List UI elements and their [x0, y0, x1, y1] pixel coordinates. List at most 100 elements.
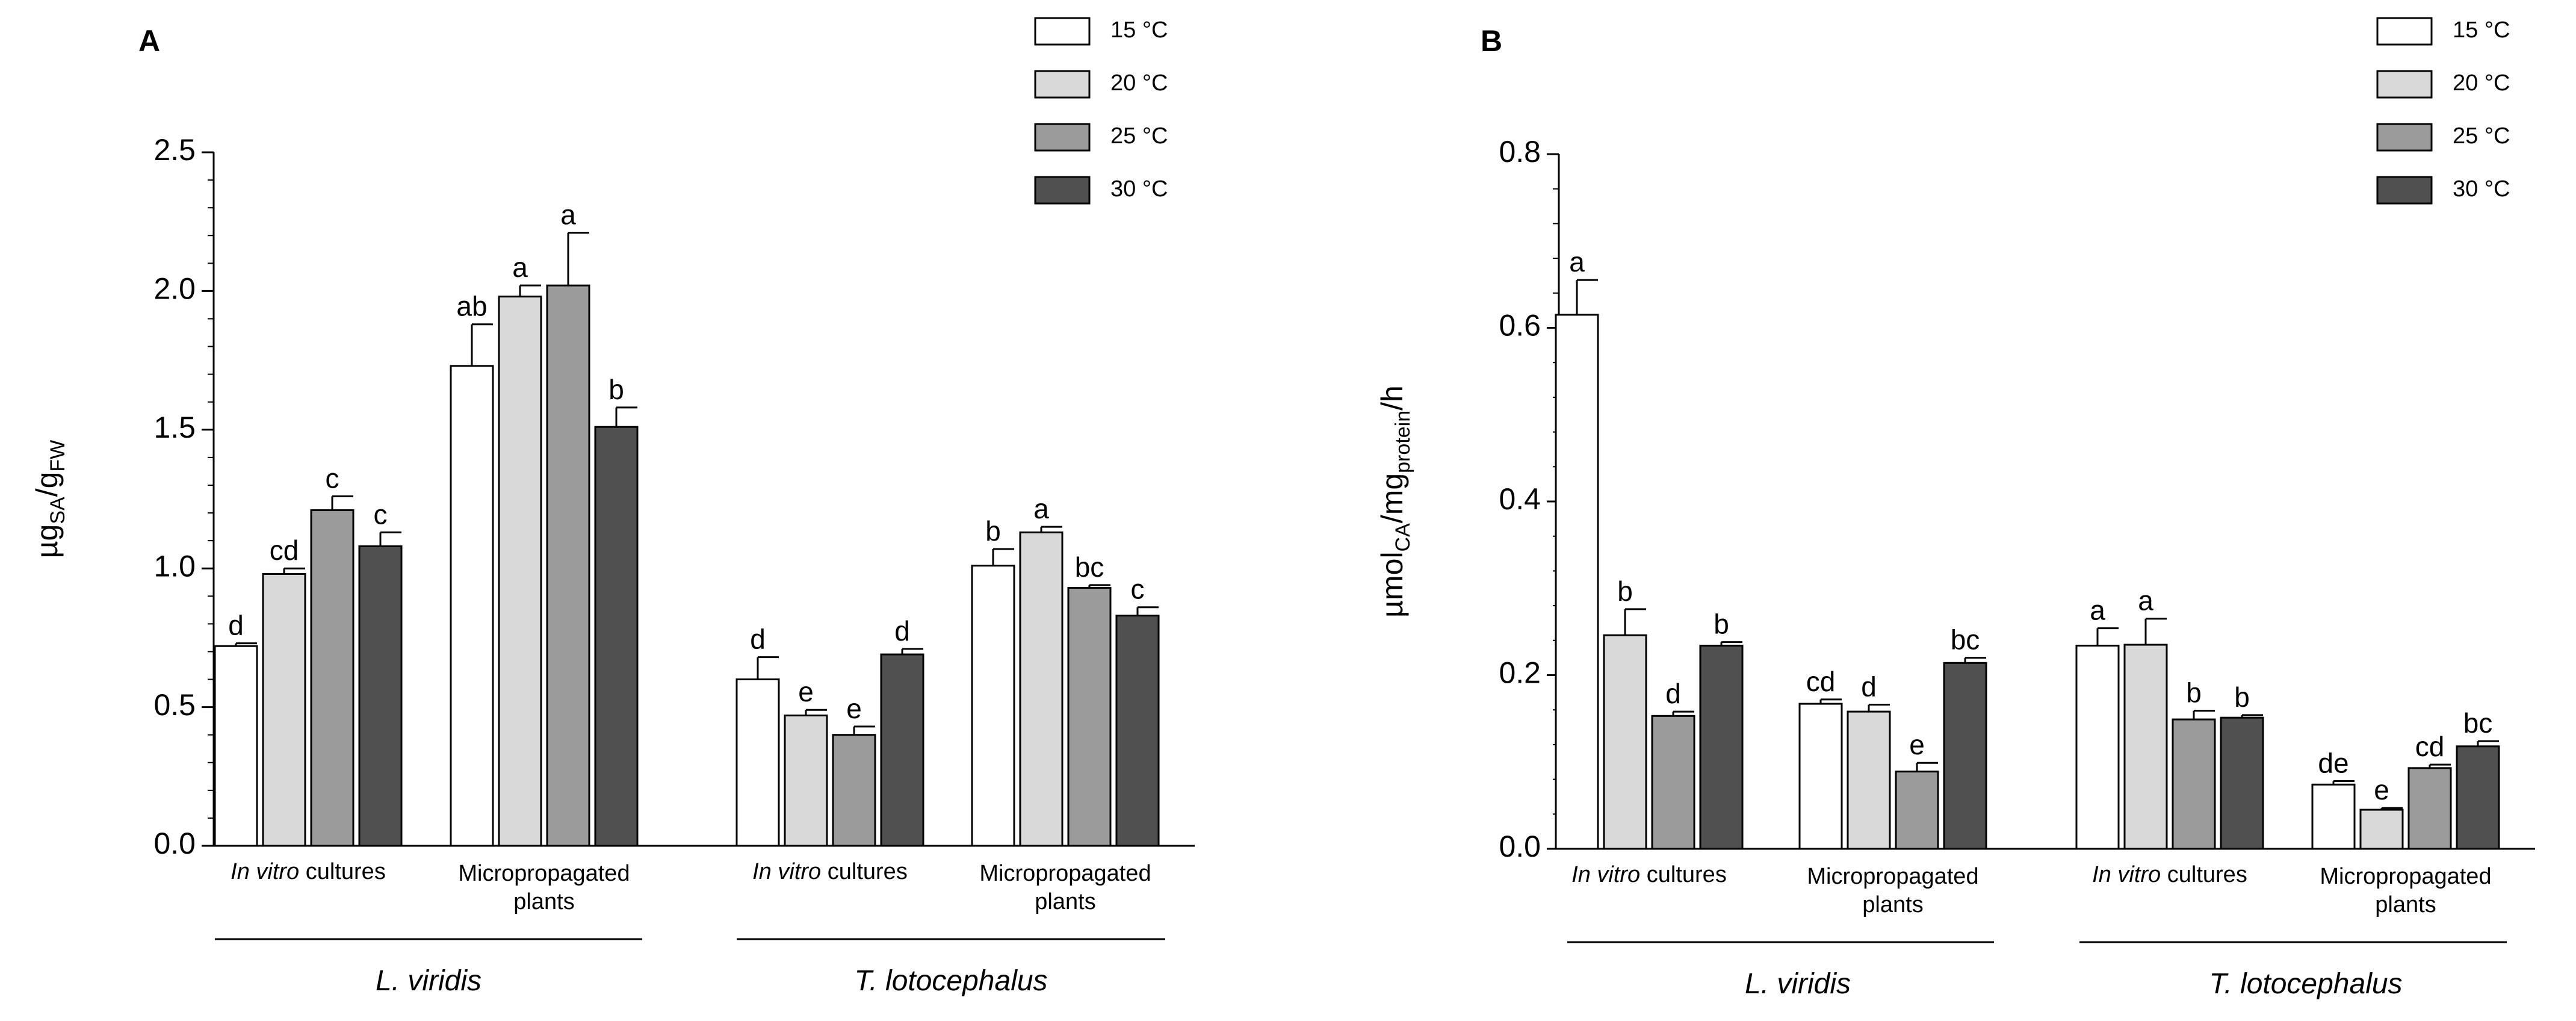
- significance-label: ab: [456, 291, 487, 322]
- legend-label: 15 °C: [2453, 17, 2510, 43]
- bar: [498, 296, 542, 847]
- bar: [358, 545, 403, 847]
- y-tick-label: 2.0: [153, 272, 196, 306]
- bar: [880, 653, 924, 847]
- bar: [1847, 710, 1891, 850]
- group-label: T. lotocephalus: [2209, 968, 2402, 1000]
- panel-label: B: [1481, 24, 1502, 58]
- bar: [2311, 783, 2356, 850]
- legend-swatch: [2376, 70, 2433, 99]
- group-label: L. viridis: [376, 965, 481, 997]
- significance-label: a: [2138, 585, 2153, 616]
- bar: [2456, 745, 2500, 850]
- y-label-sub: protein: [1392, 411, 1414, 473]
- bar: [1555, 314, 1599, 850]
- significance-label: b: [2186, 677, 2202, 709]
- legend-swatch: [1034, 70, 1091, 99]
- bar: [784, 714, 828, 847]
- significance-label: b: [1617, 576, 1633, 607]
- category-label-line2: plants: [513, 889, 574, 914]
- y-label-sub: SA: [46, 497, 69, 524]
- category-label: In vitro cultures: [752, 859, 908, 884]
- bar: [1115, 615, 1160, 847]
- bar: [450, 365, 494, 847]
- chart-panel-b: B0.00.20.40.60.8µmolCA/mgprotein/hacdade…: [1375, 17, 2535, 1000]
- bar: [2359, 808, 2404, 850]
- category-label: In vitro cultures: [2092, 862, 2247, 887]
- bar: [262, 573, 306, 847]
- significance-label: a: [560, 199, 576, 231]
- significance-label: d: [1861, 671, 1877, 703]
- y-tick-label: 0.0: [1499, 830, 1541, 863]
- y-tick-label: 2.5: [153, 133, 196, 167]
- panel-label: A: [138, 24, 160, 58]
- bar: [971, 565, 1015, 847]
- significance-label: a: [2090, 595, 2105, 626]
- y-label-sub: FW: [46, 440, 69, 472]
- category-label: Micropropagated: [458, 861, 630, 886]
- legend-label: 25 °C: [2453, 123, 2510, 149]
- legend-label: 20 °C: [1110, 70, 1168, 96]
- bar: [2220, 716, 2264, 850]
- significance-label: a: [512, 252, 528, 283]
- legend-label: 30 °C: [2453, 176, 2510, 202]
- category-label-text: cultures: [821, 859, 908, 884]
- significance-label: c: [1131, 574, 1145, 605]
- significance-label: b: [1714, 609, 1729, 640]
- category-label-text: cultures: [2161, 862, 2247, 887]
- legend-swatch: [2376, 176, 2433, 205]
- bar: [2407, 767, 2452, 850]
- bar: [546, 284, 590, 847]
- y-label-mid: /mg: [1375, 473, 1409, 523]
- category-label-italic: In vitro: [752, 859, 821, 884]
- category-label-italic: In vitro: [2092, 862, 2161, 887]
- y-tick-label: 1.5: [153, 411, 196, 444]
- significance-label: b: [985, 515, 1001, 547]
- y-tick-label: 0.0: [153, 827, 196, 860]
- legend-swatch: [2376, 17, 2433, 46]
- category-label-italic: In vitro: [1571, 862, 1640, 887]
- bar: [832, 734, 876, 847]
- significance-label: d: [750, 624, 766, 655]
- significance-label: a: [1569, 246, 1585, 278]
- y-axis-label: µmolCA/mgprotein/h: [1375, 385, 1414, 618]
- significance-label: b: [608, 374, 624, 405]
- category-label-line2: plants: [1035, 889, 1095, 914]
- y-label-mid: /g: [30, 472, 64, 497]
- bar: [1067, 586, 1112, 847]
- legend-swatch: [2376, 123, 2433, 152]
- significance-label: a: [1033, 493, 1049, 524]
- chart-panel-a: A0.00.51.01.52.02.5µgSA/gFWdabdbcdaeacae…: [30, 17, 1195, 997]
- y-tick-label: 0.8: [1499, 135, 1541, 169]
- category-label: Micropropagated: [2320, 864, 2491, 889]
- significance-label: c: [326, 462, 339, 494]
- significance-label: de: [2318, 747, 2348, 778]
- legend-label: 15 °C: [1110, 17, 1168, 43]
- group-label: T. lotocephalus: [854, 965, 1047, 997]
- category-label: In vitro cultures: [1571, 862, 1727, 887]
- y-tick-label: 1.0: [153, 549, 196, 583]
- bar: [2172, 718, 2216, 850]
- bar: [1943, 662, 1987, 850]
- legend-label: 25 °C: [1110, 123, 1168, 149]
- y-axis-label: µgSA/gFW: [30, 440, 69, 559]
- legend-swatch: [1034, 17, 1091, 46]
- significance-label: e: [2374, 774, 2389, 805]
- significance-label: d: [894, 615, 910, 647]
- legend-swatch: [1034, 123, 1091, 152]
- bar: [1798, 703, 1843, 850]
- y-tick-label: 0.6: [1499, 309, 1541, 343]
- significance-label: d: [1665, 678, 1681, 709]
- category-label: Micropropagated: [1807, 864, 1978, 889]
- significance-label: d: [228, 610, 244, 641]
- significance-label: bc: [1951, 624, 1980, 656]
- bar: [310, 509, 355, 847]
- bar: [2075, 644, 2120, 850]
- significance-label: bc: [1075, 551, 1104, 583]
- category-label-line2: plants: [1862, 892, 1923, 917]
- bar: [1651, 715, 1695, 850]
- category-label-text: cultures: [299, 859, 386, 884]
- category-label-line2: plants: [2375, 892, 2436, 917]
- bar: [2123, 644, 2168, 850]
- bar: [1019, 531, 1064, 847]
